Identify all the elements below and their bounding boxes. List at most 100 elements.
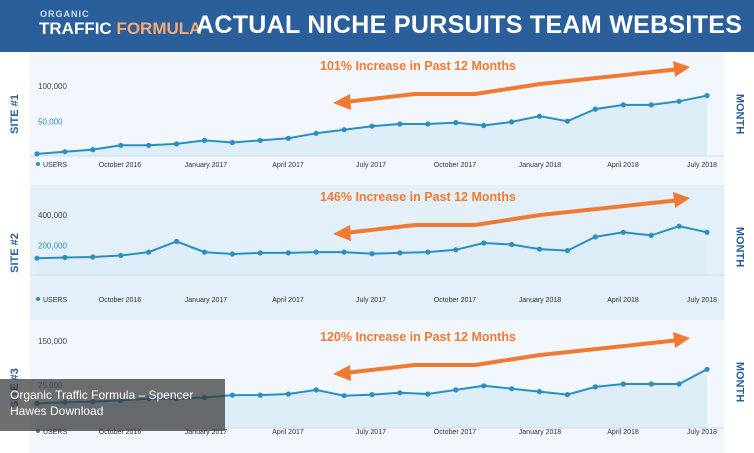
x-tick-label: October 2016 [99,162,142,169]
site-2-axis-label: SITE #2 [9,233,21,273]
data-point [62,254,68,261]
data-point [509,386,515,392]
x-tick-label: January 2018 [519,429,562,436]
y-tick-label: 400,000 [38,211,67,220]
data-point [564,248,571,254]
data-point [592,106,598,112]
caption-text: Organic Traffic Formula – Spencer Hawes … [10,388,194,418]
arrow-head-right [673,61,690,77]
image-caption: Organic Traffic Formula – Spencer Hawes … [0,379,225,431]
site-1-panel: SITE #1 MONTH 100,000 50,000 USERS October … [0,52,754,185]
data-point [285,391,291,397]
arrow-head-left [333,94,351,110]
data-point [313,130,319,136]
data-point [620,229,626,235]
x-tick-label: April 2018 [607,429,639,436]
site-2-month-label: MONTH [733,226,745,268]
data-point [648,232,654,238]
site-1-axis-label: SITE #1 [9,94,21,134]
data-point [34,151,40,157]
data-point [481,240,487,246]
site-1-plot: 100,000 50,000 USERS October 2016 January 20… [30,52,724,185]
data-point [369,392,375,398]
x-tick-label: October 2017 [434,162,477,169]
legend-label: USERS [43,297,67,304]
data-point [704,93,710,99]
x-tick-label: January 2017 [185,297,228,304]
legend-marker [36,297,40,301]
data-point [620,381,626,387]
data-point [620,102,626,108]
y-tick-label: 50,000 [38,118,63,127]
x-tick-label: July 2017 [356,429,386,436]
data-point [481,122,487,129]
x-tick-label: April 2017 [272,162,304,169]
data-point [285,135,291,141]
data-point [313,387,319,393]
data-point [425,249,431,255]
data-point [676,381,682,387]
x-tick-label: October 2017 [434,429,477,436]
x-tick-label: October 2016 [99,297,142,304]
data-point [536,246,543,252]
legend-label: USERS [43,429,67,436]
x-tick-label: January 2018 [519,297,562,304]
data-point [285,250,291,256]
data-point [648,102,654,108]
x-tick-label: October 2016 [99,429,142,436]
growth-annotation: 120% Increase in Past 12 Months [320,330,516,344]
data-point [592,384,598,390]
trend-arrow [344,67,681,104]
data-point [118,142,124,148]
site-1-month-label: MONTH [733,93,745,135]
data-point [146,249,152,255]
x-tick-label: January 2017 [185,162,228,169]
logo-top-text: ORGANIC [40,9,90,19]
data-point [397,390,403,396]
data-point [425,391,431,397]
x-tick-label: July 2017 [356,162,386,169]
data-point [257,392,263,398]
site-3-month-label: MONTH [733,361,745,403]
arrow-head-right [673,332,690,348]
logo-word-traffic: TRAFFIC [39,19,112,38]
data-point [341,127,347,133]
data-point [341,249,347,255]
x-tick-label: July 2017 [356,297,386,304]
arrow-head-left [333,365,351,381]
data-point [257,137,263,143]
x-tick-label: July 2018 [687,297,717,304]
x-tick-label: January 2017 [185,429,228,436]
data-point [704,366,710,372]
data-point [564,118,571,124]
data-point [453,247,459,253]
data-point [118,252,124,259]
data-point [536,113,543,119]
data-point [369,123,375,129]
x-tick-label: October 2017 [434,297,477,304]
x-tick-label: July 2018 [687,429,717,436]
data-point [201,249,208,255]
data-point [229,139,235,146]
data-point [62,149,68,155]
data-point [481,383,487,389]
data-point [704,229,710,235]
y-tick-label: 150,000 [38,337,67,346]
data-point [174,238,180,244]
y-tick-label: 200,000 [38,242,67,251]
trend-arrow [344,198,681,235]
logo: TRAFFIC FORMULA [39,19,201,39]
logo-word-formula: FORMULA [116,19,202,38]
data-point [564,392,571,398]
data-point [397,121,403,127]
data-point [648,381,654,387]
data-point [676,98,682,104]
data-point [397,250,403,256]
x-tick-label: July 2018 [687,162,717,169]
data-point [592,234,598,240]
data-point [174,141,180,147]
arrow-head-right [673,192,690,208]
data-point [676,223,682,229]
area-fill [37,226,707,275]
page-title: ACTUAL NICHE PURSUITS TEAM WEBSITES [196,11,743,39]
